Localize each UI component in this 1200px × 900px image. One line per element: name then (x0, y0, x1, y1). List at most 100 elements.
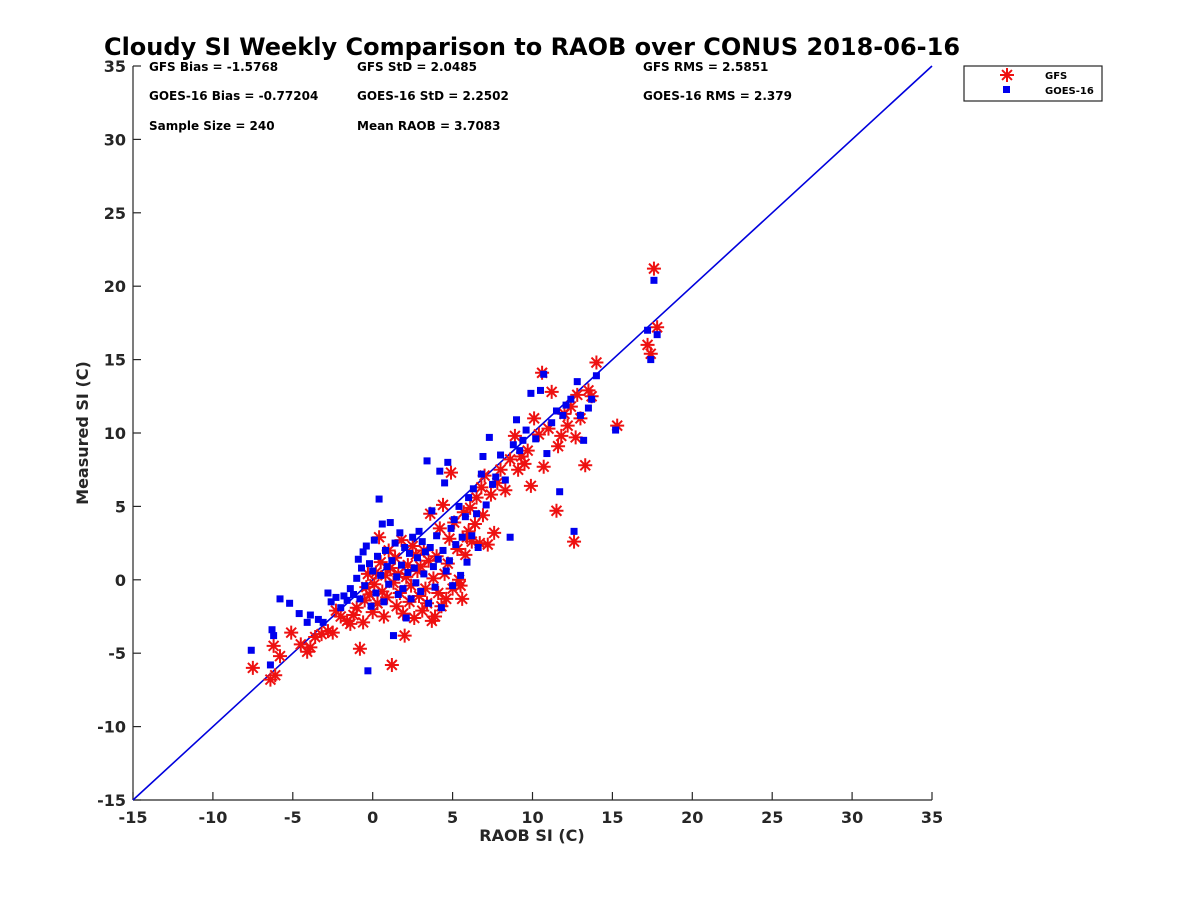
goes16-point (327, 598, 335, 606)
goes16-point (319, 618, 327, 626)
legend-goes16-marker (1003, 86, 1010, 93)
gfs-point (372, 530, 387, 545)
goes16-point (559, 411, 567, 419)
goes16-point (396, 529, 404, 537)
y-tick-label: 35 (104, 57, 126, 76)
goes16-point (431, 583, 439, 591)
goes16-point (437, 604, 445, 612)
goes16-point (268, 626, 276, 634)
goes16-point (426, 544, 434, 552)
goes16-point (377, 571, 385, 579)
goes16-point (445, 557, 453, 565)
gfs-point (483, 487, 498, 502)
gfs-point (431, 586, 446, 601)
goes16-point (401, 544, 409, 552)
goes16-point (653, 331, 661, 339)
goes16-point (540, 370, 548, 378)
gfs-point (646, 261, 661, 276)
goes16-point (516, 447, 524, 455)
goes16-point (527, 389, 535, 397)
statistics-annotations: GFS Bias = -1.5768 GFS StD = 2.0485 GFS … (149, 60, 792, 133)
goes16-point (573, 378, 581, 386)
goes16-point (489, 480, 497, 488)
stat-gfs-bias: GFS Bias = -1.5768 (149, 60, 278, 74)
gfs-point (314, 627, 329, 642)
goes16-point (354, 555, 362, 563)
goes16-point (465, 494, 473, 502)
x-tick-label: -5 (284, 808, 302, 827)
goes16-point (417, 588, 425, 596)
goes16-point (461, 513, 469, 521)
goes16-point (353, 574, 361, 582)
goes16-point (361, 582, 369, 590)
goes16-point (469, 485, 477, 493)
goes16-point (570, 527, 578, 535)
gfs-point (405, 539, 420, 554)
gfs-point (386, 575, 401, 590)
gfs-point (487, 525, 502, 540)
goes16-point (337, 604, 345, 612)
gfs-point (480, 537, 495, 552)
goes16-point (415, 527, 423, 535)
goes16-point (346, 585, 354, 593)
gfs-point (378, 568, 393, 583)
gfs-point (268, 668, 283, 683)
gfs-point (503, 452, 518, 467)
goes16-point (423, 457, 431, 465)
goes16-point (501, 476, 509, 484)
goes16-point (366, 560, 374, 568)
gfs-point (493, 462, 508, 477)
x-tick-label: 5 (447, 808, 458, 827)
gfs-point (527, 411, 542, 426)
gfs-point (589, 355, 604, 370)
gfs-point (567, 534, 582, 549)
gfs-point (531, 427, 546, 442)
y-tick-label: -15 (97, 791, 126, 810)
gfs-point (610, 418, 625, 433)
goes16-point (358, 564, 366, 572)
gfs-point (380, 590, 395, 605)
stat-goes-rms: GOES-16 RMS = 2.379 (643, 89, 792, 103)
goes16-point (295, 610, 303, 618)
gfs-point (464, 534, 479, 549)
goes16-point (473, 510, 481, 518)
gfs-point (456, 505, 471, 520)
x-tick-label: 0 (367, 808, 378, 827)
gfs-point (245, 660, 260, 675)
stat-gfs-std: GFS StD = 2.0485 (357, 60, 477, 74)
gfs-point (475, 508, 490, 523)
goes16-point (340, 592, 348, 600)
x-tick-label: 10 (521, 808, 543, 827)
goes16-point (644, 326, 652, 334)
gfs-point (541, 421, 556, 436)
goes16-point (556, 488, 564, 496)
goes16-point (441, 479, 449, 487)
goes16-point (378, 520, 386, 528)
goes16-point (276, 595, 284, 603)
gfs-point (507, 428, 522, 443)
gfs-point (421, 553, 436, 568)
gfs-point (490, 475, 505, 490)
stat-goes-std: GOES-16 StD = 2.2502 (357, 89, 509, 103)
goes16-point (434, 555, 442, 563)
gfs-point (303, 640, 318, 655)
gfs-point (444, 465, 459, 480)
stat-gfs-rms: GFS RMS = 2.5851 (643, 60, 768, 74)
y-tick-label: 10 (104, 424, 126, 443)
goes16-point (458, 533, 466, 541)
goes16-point (362, 542, 370, 550)
goes16-point (436, 467, 444, 475)
gfs-point (346, 608, 361, 623)
goes16-point (356, 595, 364, 603)
gfs-point (273, 649, 288, 664)
goes16-point (314, 615, 322, 623)
y-tick-label: -10 (97, 718, 126, 737)
gfs-point (325, 625, 340, 640)
goes16-point (303, 618, 311, 626)
gfs-point (362, 587, 377, 602)
gfs-point (384, 657, 399, 672)
y-axis-label: Measured SI (C) (73, 361, 92, 505)
gfs-point (439, 591, 454, 606)
gfs-point (407, 610, 422, 625)
legend-goes16-label: GOES-16 (1045, 86, 1094, 97)
